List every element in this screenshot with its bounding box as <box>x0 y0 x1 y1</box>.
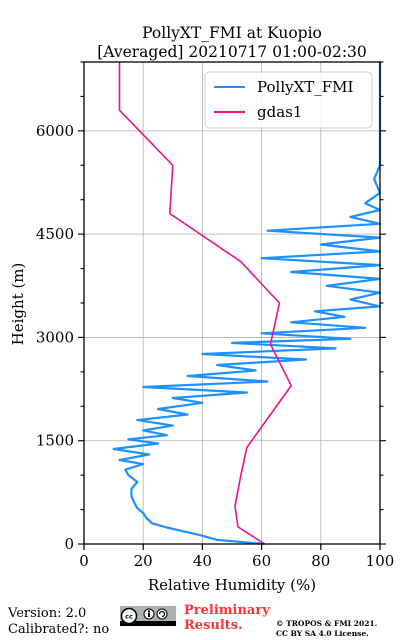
preliminary-notice: Preliminary Results. <box>184 603 270 633</box>
chart-title-line1: PollyXT_FMI at Kuopio <box>142 24 322 42</box>
x-tick-label: 40 <box>193 552 212 570</box>
calibrated-text: Calibrated?: no <box>8 622 110 637</box>
x-tick-label: 80 <box>311 552 330 570</box>
copyright-notice: © TROPOS & FMI 2021. CC BY SA 4.0 Licens… <box>276 619 377 639</box>
legend-label: PollyXT_FMI <box>257 78 354 96</box>
chart-title-line2: [Averaged] 20210717 01:00-02:30 <box>97 43 367 61</box>
plot-frame <box>83 61 381 545</box>
svg-text:cc: cc <box>125 613 133 621</box>
series-line-gdas1 <box>118 62 292 545</box>
copyright-line1: © TROPOS & FMI 2021. <box>276 619 378 628</box>
x-tick-label: 20 <box>134 552 153 570</box>
x-tick-label: 60 <box>252 552 271 570</box>
preliminary-line1: Preliminary <box>184 603 270 618</box>
y-tick-label: 1500 <box>36 432 74 450</box>
x-axis-label: Relative Humidity (%) <box>148 576 316 594</box>
preliminary-line2: Results. <box>184 618 243 633</box>
series-line-pollyxt-fmi <box>112 62 382 546</box>
legend-box <box>204 71 373 129</box>
y-axis-label: Height (m) <box>9 263 27 346</box>
x-tick-label: 0 <box>79 552 89 570</box>
y-tick-label: 4500 <box>36 225 74 243</box>
y-tick-label: 6000 <box>36 122 74 140</box>
version-text: Version: 2.0 <box>8 606 87 621</box>
cc-by-sa-icon: cc <box>120 606 176 626</box>
y-tick-label: 0 <box>64 535 74 553</box>
x-tick-label: 100 <box>366 552 395 570</box>
chart: PollyXT_FMI at Kuopio [Averaged] 2021071… <box>9 24 395 594</box>
plot-area: 0 20 40 60 80 100 0 1500 3000 4500 6000 PollyXT_FMI… <box>36 61 395 570</box>
legend-label: gdas1 <box>257 103 302 121</box>
y-tick-label: 3000 <box>36 328 74 346</box>
copyright-line2: CC BY SA 4.0 License. <box>276 629 369 638</box>
